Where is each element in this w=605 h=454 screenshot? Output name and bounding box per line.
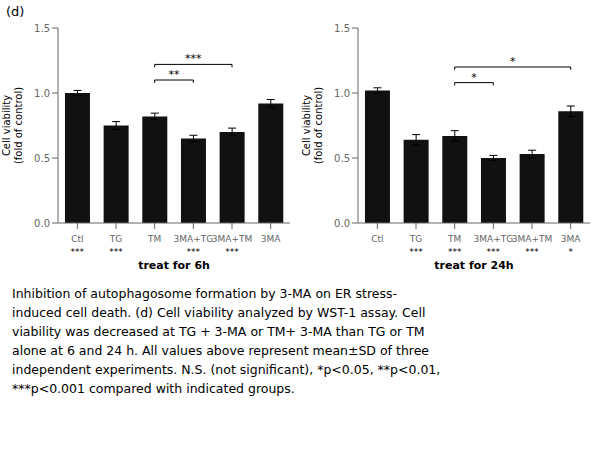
svg-text:Cell viability(fold of control: Cell viability(fold of control) <box>301 87 324 164</box>
svg-text:TM: TM <box>147 234 161 244</box>
svg-text:3MA+TG: 3MA+TG <box>473 234 513 244</box>
svg-text:TM: TM <box>447 234 461 244</box>
svg-text:3MA: 3MA <box>561 234 581 244</box>
html-text:induced cell death. (d) Cell v: induced cell death. (d) Cell viability a… <box>12 305 426 320</box>
svg-text:***: *** <box>525 247 539 257</box>
svg-text:***: *** <box>71 247 85 257</box>
svg-text:0.0: 0.0 <box>334 218 350 229</box>
svg-text:Ctl: Ctl <box>71 234 83 244</box>
svg-text:1.5: 1.5 <box>334 23 350 34</box>
svg-text:***: *** <box>448 247 462 257</box>
svg-text:*: * <box>568 247 573 257</box>
svg-text:***: *** <box>185 52 202 65</box>
html-text:alone at 6 and 24 h. All value: alone at 6 and 24 h. All values above re… <box>12 343 430 358</box>
html-text:***p<0.001 compared with indic: ***p<0.001 compared with indicated group… <box>12 381 295 396</box>
svg-text:***: *** <box>109 247 123 257</box>
html-text:(d): (d) <box>6 4 25 19</box>
svg-text:Cell viability(fold of control: Cell viability(fold of control) <box>8 87 24 164</box>
svg-text:***: *** <box>187 247 201 257</box>
svg-text:1.0: 1.0 <box>334 88 350 99</box>
svg-text:0.5: 0.5 <box>334 153 350 164</box>
svg-text:TG: TG <box>409 234 422 244</box>
svg-text:***: *** <box>409 247 423 257</box>
svg-text:1.0: 1.0 <box>34 88 50 99</box>
svg-text:*: * <box>471 71 477 84</box>
svg-text:**: ** <box>169 68 181 81</box>
svg-text:3MA: 3MA <box>261 234 281 244</box>
svg-text:***: *** <box>487 247 501 257</box>
svg-text:1.5: 1.5 <box>34 23 50 34</box>
svg-text:0.5: 0.5 <box>34 153 50 164</box>
svg-text:3MA+TM: 3MA+TM <box>512 234 552 244</box>
svg-text:treat for 24h: treat for 24h <box>434 259 513 272</box>
html-text:independent experiments. N.S.: independent experiments. N.S. (not signi… <box>12 362 441 377</box>
svg-text:3MA+TM: 3MA+TM <box>212 234 252 244</box>
svg-text:treat for 6h: treat for 6h <box>138 259 210 272</box>
svg-text:Ctl: Ctl <box>371 234 383 244</box>
html-text:viability was decreased at TG: viability was decreased at TG + 3-MA or … <box>12 324 425 339</box>
svg-text:TG: TG <box>109 234 122 244</box>
svg-text:0.0: 0.0 <box>34 218 50 229</box>
svg-text:3MA+TG: 3MA+TG <box>173 234 213 244</box>
html-text:Inhibition of autophagosome fo: Inhibition of autophagosome formation by… <box>12 286 397 301</box>
svg-text:*: * <box>510 55 516 68</box>
svg-text:***: *** <box>225 247 239 257</box>
